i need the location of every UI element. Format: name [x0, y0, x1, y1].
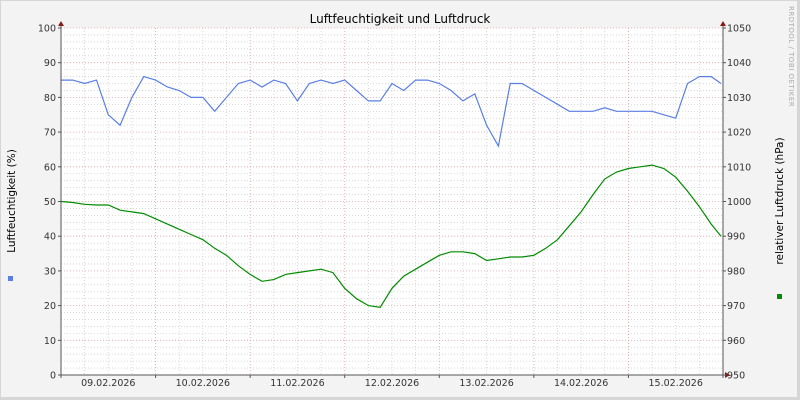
x-tick-label: 10.02.2026	[176, 378, 230, 389]
y2-tick-label: 990	[727, 232, 745, 243]
y2-tick-label: 1010	[727, 162, 751, 173]
y-tick-label: 50	[44, 197, 56, 208]
y2-tick-label: 1050	[727, 24, 751, 35]
y2-tick-label: 970	[727, 301, 745, 312]
y-axis-label: Luftfeuchtigkeit (%)	[6, 149, 18, 253]
y2-tick-label: 980	[727, 266, 745, 277]
y2-axis-arrow-icon	[720, 21, 726, 26]
y2-tick-label: 1040	[727, 58, 751, 69]
y2-tick-label: 960	[727, 336, 745, 347]
axes	[58, 21, 730, 378]
y2-tick-label: 1000	[727, 197, 751, 208]
x-tick-label: 11.02.2026	[270, 378, 324, 389]
chart-title: Luftfeuchtigkeit und Luftdruck	[310, 12, 491, 26]
tick-labels: 0102030405060708090100950960970980990100…	[38, 24, 751, 390]
y-tick-label: 0	[50, 371, 56, 382]
y-tick-label: 60	[44, 162, 56, 173]
y2-axis-label: relativer Luftdruck (hPa)	[774, 137, 786, 264]
y-tick-label: 80	[44, 93, 56, 104]
humidity-line	[61, 75, 722, 148]
pressure-line	[60, 164, 722, 308]
y-tick-label: 40	[44, 232, 56, 243]
y-tick-label: 30	[44, 266, 56, 277]
x-tick-label: 12.02.2026	[365, 378, 419, 389]
y-tick-label: 70	[44, 128, 56, 139]
y-axis-arrow-icon	[58, 21, 64, 26]
x-tick-label: 14.02.2026	[554, 378, 608, 389]
x-tick-label: 09.02.2026	[81, 378, 135, 389]
watermark: RRDTOOL / TOBI OETIKER	[787, 6, 795, 107]
legend-swatch-pressure	[777, 294, 782, 299]
y2-tick-label: 1020	[727, 128, 751, 139]
x-tick-label: 15.02.2026	[649, 378, 703, 389]
x-tick-label: 13.02.2026	[459, 378, 513, 389]
y-tick-label: 10	[44, 336, 56, 347]
y-tick-label: 20	[44, 301, 56, 312]
y2-tick-label: 950	[727, 371, 745, 382]
y-tick-label: 100	[38, 24, 56, 35]
x-axis-arrow-icon	[725, 372, 730, 378]
y-tick-label: 90	[44, 58, 56, 69]
legend-swatch-humidity	[8, 276, 13, 281]
grid	[61, 27, 723, 376]
series-lines	[60, 75, 722, 308]
y2-tick-label: 1030	[727, 93, 751, 104]
